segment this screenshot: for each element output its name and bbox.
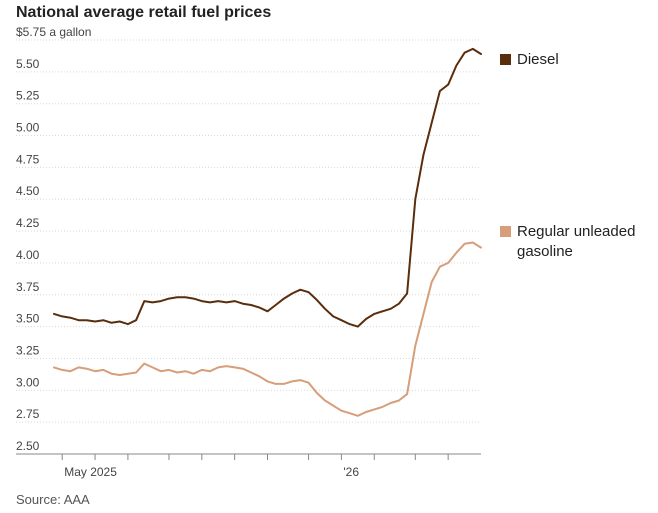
legend-swatch-gasoline	[500, 226, 511, 237]
y-tick-label: 5.25	[16, 89, 40, 103]
y-tick-label: $5.75 a gallon	[16, 25, 91, 39]
legend-swatch-diesel	[500, 54, 511, 65]
series-lines	[53, 47, 482, 417]
y-tick-label: 4.00	[16, 248, 40, 262]
gridlines	[16, 39, 481, 455]
y-tick-label: 4.50	[16, 184, 40, 198]
chart-title: National average retail fuel prices	[16, 4, 272, 21]
legend: Diesel Regular unleaded gasoline	[500, 51, 635, 260]
y-tick-label: 3.00	[16, 375, 40, 389]
y-tick-label: 4.75	[16, 152, 40, 166]
x-tick-label: '26	[343, 465, 359, 479]
y-tick-label: 4.25	[16, 216, 40, 230]
y-axis-tick-labels: $5.75 a gallon 5.50 5.25 5.00 4.75 4.50 4.25 4.…	[16, 25, 91, 453]
y-tick-label: 3.75	[16, 280, 40, 294]
gasoline-line	[53, 241, 482, 417]
y-tick-label: 2.50	[16, 439, 40, 453]
legend-label-gasoline: Regular unleaded	[517, 223, 635, 240]
y-tick-label: 5.00	[16, 121, 40, 135]
source-note: Source: AAA	[16, 492, 90, 507]
x-axis: May 2025 '26	[61, 454, 449, 479]
legend-label-gasoline: gasoline	[517, 243, 573, 260]
x-tick-label: May 2025	[64, 465, 117, 479]
legend-label-diesel: Diesel	[517, 51, 559, 68]
diesel-line	[53, 47, 482, 328]
y-tick-label: 3.50	[16, 312, 40, 326]
y-tick-label: 5.50	[16, 57, 40, 71]
y-tick-label: 3.25	[16, 343, 40, 357]
y-tick-label: 2.75	[16, 407, 40, 421]
